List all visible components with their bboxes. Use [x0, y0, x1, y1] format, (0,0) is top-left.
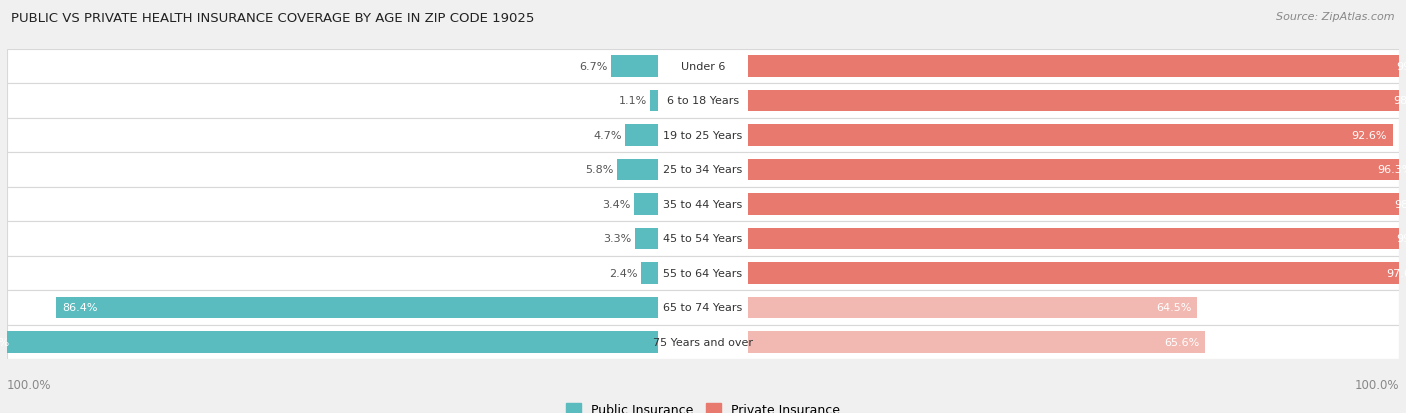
- Text: 97.6%: 97.6%: [1386, 268, 1406, 278]
- Legend: Public Insurance, Private Insurance: Public Insurance, Private Insurance: [561, 398, 845, 413]
- FancyBboxPatch shape: [7, 256, 1399, 290]
- Text: 96.3%: 96.3%: [1378, 165, 1406, 175]
- Text: Under 6: Under 6: [681, 62, 725, 72]
- Bar: [641, 263, 658, 284]
- Text: Source: ZipAtlas.com: Source: ZipAtlas.com: [1277, 12, 1395, 22]
- Bar: [748, 56, 1406, 78]
- Bar: [748, 331, 1205, 353]
- Text: 99.0%: 99.0%: [1396, 234, 1406, 244]
- Bar: [626, 125, 658, 146]
- Text: 98.6%: 98.6%: [1393, 96, 1406, 106]
- Bar: [634, 194, 658, 215]
- Text: 25 to 34 Years: 25 to 34 Years: [664, 165, 742, 175]
- Text: 65.6%: 65.6%: [1164, 337, 1199, 347]
- Text: PUBLIC VS PRIVATE HEALTH INSURANCE COVERAGE BY AGE IN ZIP CODE 19025: PUBLIC VS PRIVATE HEALTH INSURANCE COVER…: [11, 12, 534, 25]
- Bar: [748, 263, 1406, 284]
- Text: 75 Years and over: 75 Years and over: [652, 337, 754, 347]
- FancyBboxPatch shape: [7, 187, 1399, 222]
- Bar: [56, 297, 658, 318]
- Text: 55 to 64 Years: 55 to 64 Years: [664, 268, 742, 278]
- Text: 3.3%: 3.3%: [603, 234, 631, 244]
- Text: 1.1%: 1.1%: [619, 96, 647, 106]
- Text: 35 to 44 Years: 35 to 44 Years: [664, 199, 742, 209]
- Text: 64.5%: 64.5%: [1156, 303, 1191, 313]
- FancyBboxPatch shape: [7, 325, 1399, 359]
- Bar: [748, 159, 1406, 181]
- Text: 98.7%: 98.7%: [1393, 199, 1406, 209]
- Bar: [650, 90, 658, 112]
- Text: 86.4%: 86.4%: [62, 303, 97, 313]
- Text: 45 to 54 Years: 45 to 54 Years: [664, 234, 742, 244]
- Text: 19 to 25 Years: 19 to 25 Years: [664, 131, 742, 140]
- Bar: [748, 297, 1197, 318]
- FancyBboxPatch shape: [7, 290, 1399, 325]
- FancyBboxPatch shape: [7, 153, 1399, 187]
- Text: 6 to 18 Years: 6 to 18 Years: [666, 96, 740, 106]
- Text: 100.0%: 100.0%: [1354, 378, 1399, 391]
- FancyBboxPatch shape: [7, 50, 1399, 84]
- Bar: [748, 194, 1406, 215]
- FancyBboxPatch shape: [7, 119, 1399, 153]
- Text: 92.6%: 92.6%: [1351, 131, 1388, 140]
- Bar: [634, 228, 658, 249]
- Bar: [748, 228, 1406, 249]
- Bar: [617, 159, 658, 181]
- FancyBboxPatch shape: [7, 222, 1399, 256]
- Text: 100.0%: 100.0%: [0, 337, 10, 347]
- Bar: [748, 125, 1393, 146]
- Text: 5.8%: 5.8%: [585, 165, 614, 175]
- Bar: [748, 90, 1406, 112]
- Bar: [612, 56, 658, 78]
- Text: 3.4%: 3.4%: [602, 199, 631, 209]
- FancyBboxPatch shape: [7, 84, 1399, 119]
- Text: 4.7%: 4.7%: [593, 131, 621, 140]
- Text: 100.0%: 100.0%: [7, 378, 52, 391]
- Text: 99.0%: 99.0%: [1396, 62, 1406, 72]
- Bar: [0, 331, 658, 353]
- Text: 65 to 74 Years: 65 to 74 Years: [664, 303, 742, 313]
- Text: 2.4%: 2.4%: [609, 268, 637, 278]
- Text: 6.7%: 6.7%: [579, 62, 607, 72]
